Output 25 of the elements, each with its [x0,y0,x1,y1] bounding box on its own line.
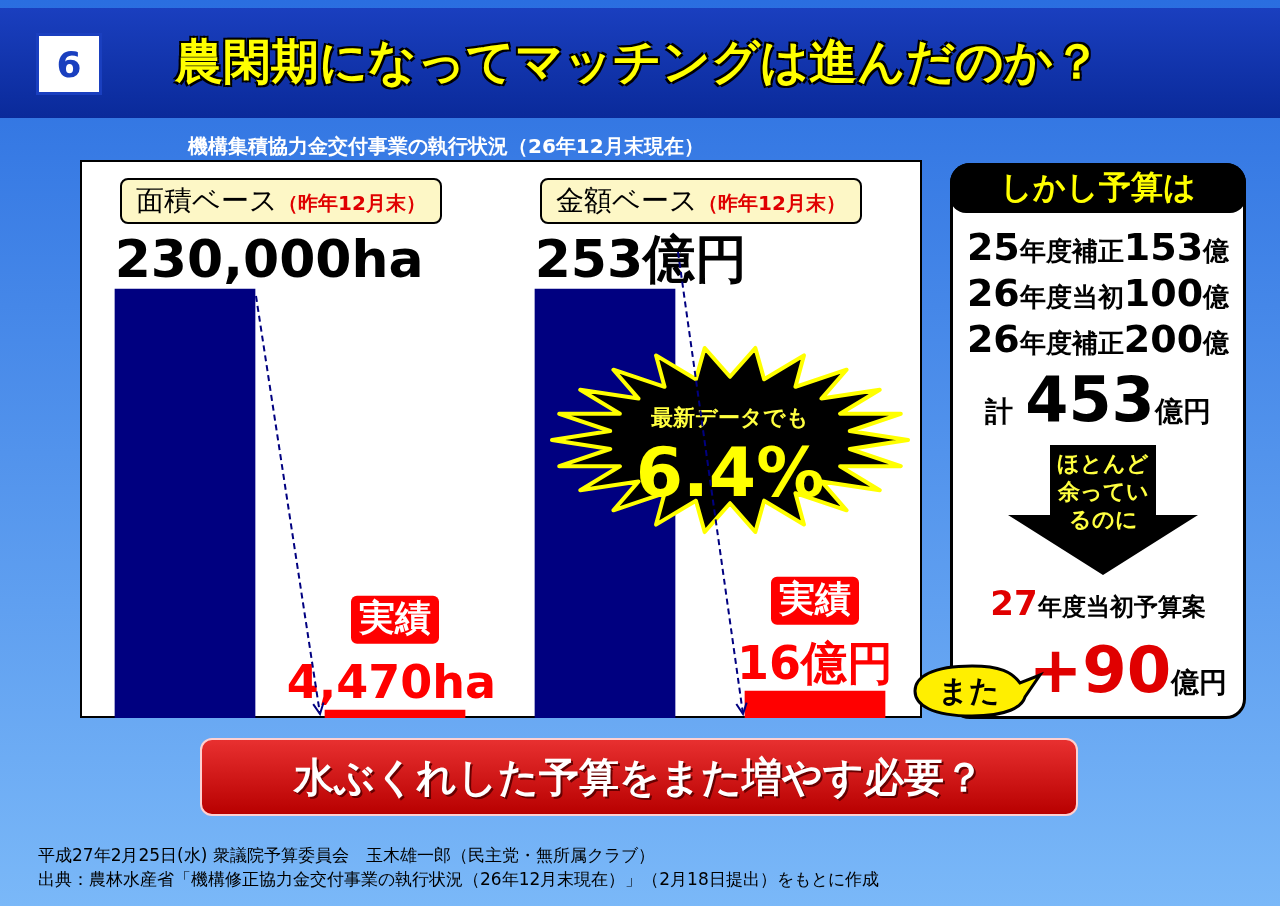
data-label: 230,000ha [114,228,424,289]
chart-title: 金額ベース [556,184,698,217]
text: 農閑期になってマッチングは進んだのか？ [175,32,1101,91]
text: 27年度当初予算案 [990,583,1206,623]
text: ほとんど余っているのに [1056,449,1150,533]
text: 平成27年2月25日(水) 衆議院予算委員会 玉木雄一郎（民主党・無所属クラブ） [38,844,655,867]
x-tick-label: 実績 [358,597,431,639]
annotation: 6.4% [634,433,826,512]
chart-title: 面積ベース [136,184,278,217]
text: 水ぶくれした予算をまた増やす必要？ [294,752,984,802]
data-label: 16億円 [736,635,894,690]
text: 26年度当初100億 [966,271,1230,315]
text: 25年度補正153億 [966,225,1230,269]
x-tick-label: 実績 [778,578,851,620]
text: 26年度補正200億 [966,317,1230,361]
source-note: 出典：農林水産省「機構修正協力金交付事業の執行状況（26年12月末現在）」（2月18日提出）をもとに作成 [38,868,879,891]
chart-subtitle: （昨年12月末） [278,191,426,215]
chart-subtitle: （昨年12月末） [698,191,846,215]
data-label: 253億円 [534,228,748,289]
text: また [937,672,1001,710]
text: 機構集積協力金交付事業の執行状況（26年12月末現在） [188,133,704,160]
text: 6 [36,33,102,95]
text: しかし予算は [1000,167,1196,208]
data-label: 4,470ha [286,654,497,709]
text: +90億円 [1028,633,1228,707]
